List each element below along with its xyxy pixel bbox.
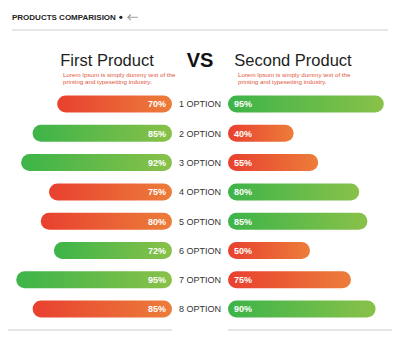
category-label: 5 OPTION — [179, 217, 221, 227]
data-label: 92% — [148, 158, 166, 168]
bar — [228, 154, 318, 171]
back-arrow — [128, 15, 138, 21]
bar — [228, 242, 310, 259]
category-label: 1 OPTION — [179, 99, 221, 109]
axis-line — [8, 330, 172, 331]
bar — [228, 125, 294, 142]
category-label: 6 OPTION — [179, 246, 221, 256]
bar — [57, 96, 172, 113]
category-label: 7 OPTION — [179, 275, 221, 285]
bar — [228, 96, 384, 113]
data-label: 72% — [148, 246, 166, 256]
category-label: 8 OPTION — [179, 304, 221, 314]
bar — [33, 125, 172, 142]
series-description: Lorem Ipsum is simply dummy text of the … — [63, 71, 191, 86]
title: PRODUCTS COMPARISION — [12, 13, 116, 22]
data-label: 85% — [234, 217, 252, 227]
data-label: 85% — [148, 129, 166, 139]
data-label: 70% — [148, 99, 166, 109]
page: PRODUCTS COMPARISION First Product Second … — [0, 0, 400, 357]
axis-line — [228, 330, 392, 331]
bar — [228, 271, 351, 288]
category-label: 2 OPTION — [179, 129, 221, 139]
data-label: 90% — [234, 304, 252, 314]
data-label: 85% — [148, 304, 166, 314]
bar — [228, 213, 367, 230]
bar — [54, 242, 172, 259]
bar — [41, 213, 172, 230]
data-label: 40% — [234, 129, 252, 139]
data-label: 75% — [148, 187, 166, 197]
bar — [33, 301, 172, 318]
vs-label: VS — [187, 49, 214, 71]
data-label: 80% — [234, 187, 252, 197]
category-label: 4 OPTION — [179, 187, 221, 197]
chart: PRODUCTS COMPARISION First Product Second … — [0, 0, 400, 357]
series-name: First Product — [60, 51, 154, 69]
title-dot — [119, 16, 122, 19]
bar — [16, 271, 172, 288]
series-description: Lorem Ipsum is simply dummy text of the … — [238, 71, 366, 86]
data-label: 95% — [234, 99, 252, 109]
category-label: 3 OPTION — [179, 158, 221, 168]
bar — [21, 154, 172, 171]
data-label: 55% — [234, 158, 252, 168]
bars-left — [16, 96, 172, 318]
bar — [228, 183, 359, 200]
bars-right — [228, 96, 384, 318]
bar — [49, 183, 172, 200]
series-name: Second Product — [234, 51, 352, 69]
header-rule — [12, 30, 388, 31]
data-label: 75% — [234, 275, 252, 285]
data-label: 95% — [148, 275, 166, 285]
data-label: 80% — [148, 217, 166, 227]
bar — [228, 301, 376, 318]
data-label: 50% — [234, 246, 252, 256]
